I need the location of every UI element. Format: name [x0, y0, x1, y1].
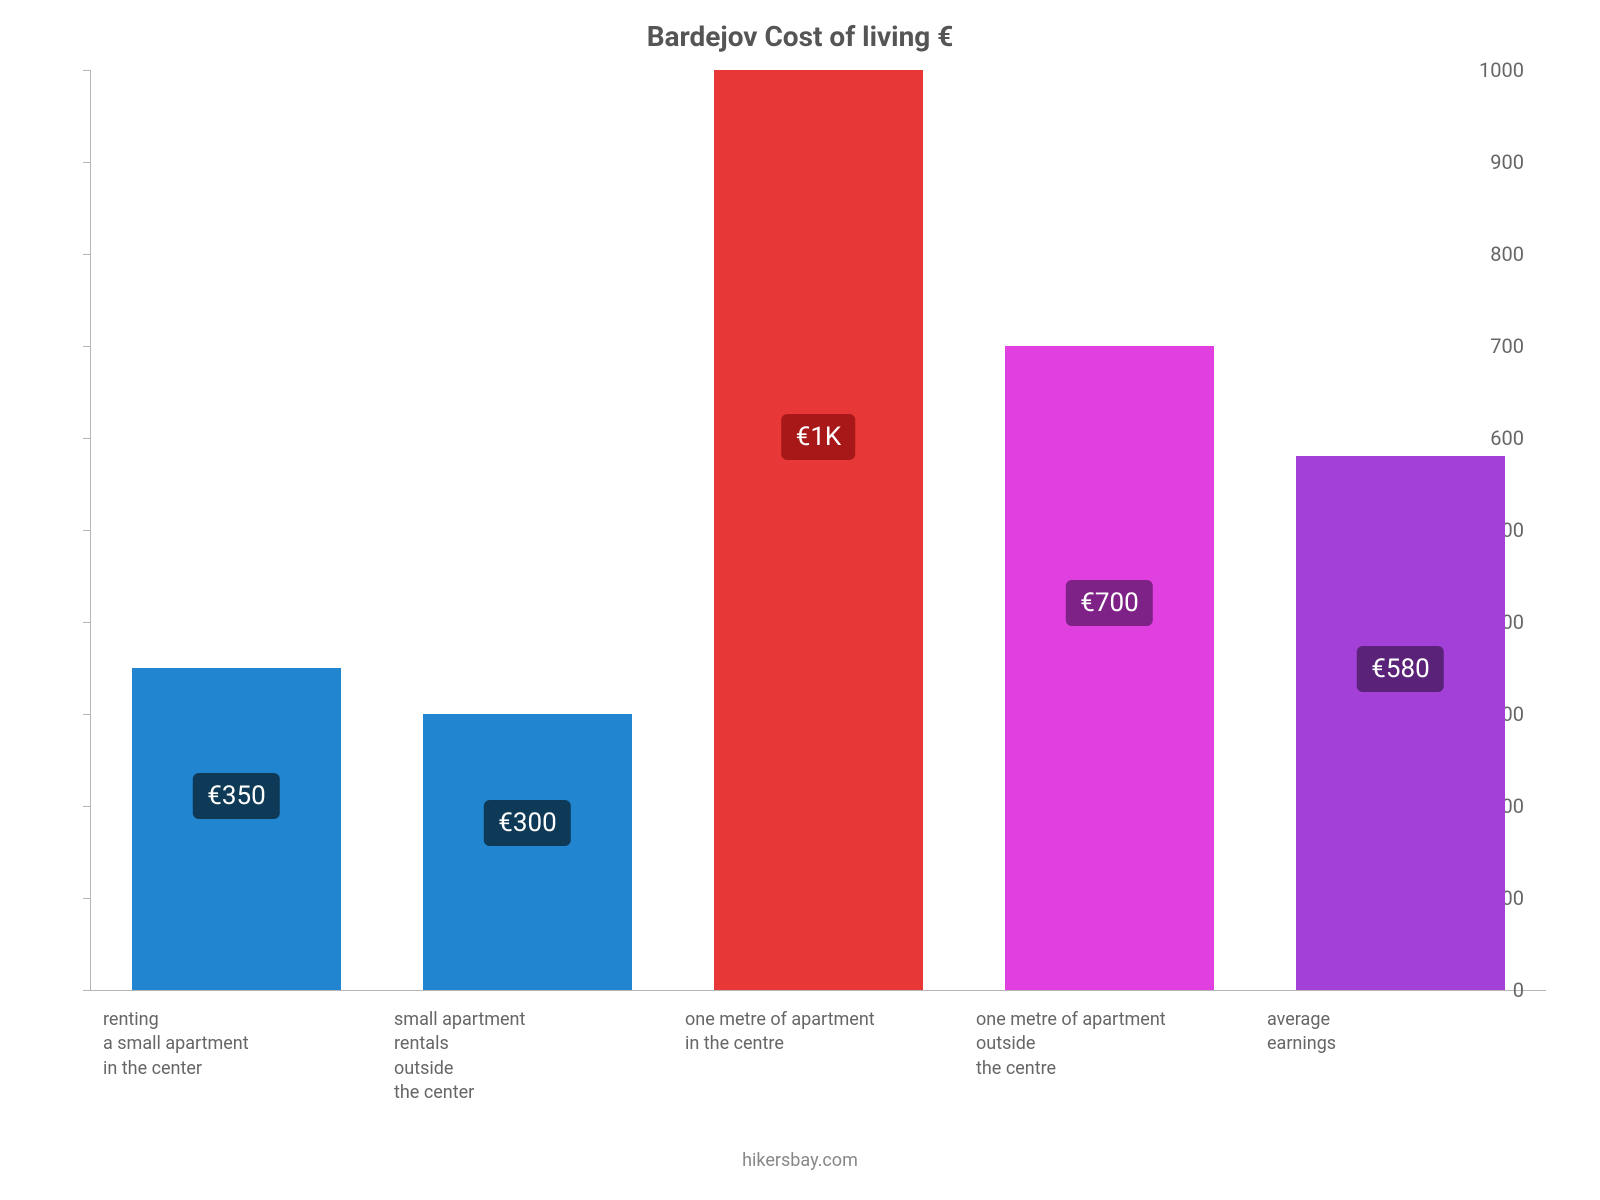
y-tick-mark — [83, 714, 91, 715]
y-tick-label: 800 — [1490, 242, 1524, 266]
y-tick-mark — [83, 70, 91, 71]
bar: €300 — [423, 714, 633, 990]
y-tick-mark — [83, 530, 91, 531]
x-axis-label: one metre of apartment in the centre — [685, 990, 964, 1057]
chart-container: Bardejov Cost of living € 01002003004005… — [0, 0, 1600, 1200]
value-badge: €1K — [782, 414, 856, 460]
bar: €1K — [714, 70, 924, 990]
chart-title: Bardejov Cost of living € — [0, 20, 1600, 53]
y-tick-label: 900 — [1490, 150, 1524, 174]
y-tick-mark — [83, 806, 91, 807]
y-tick-mark — [83, 898, 91, 899]
x-axis-label: average earnings — [1267, 990, 1546, 1057]
y-tick-mark — [83, 254, 91, 255]
y-tick-mark — [83, 622, 91, 623]
value-badge: €580 — [1357, 646, 1443, 692]
value-badge: €350 — [193, 773, 279, 819]
y-tick-label: 600 — [1490, 426, 1524, 450]
value-badge: €300 — [484, 800, 570, 846]
x-axis-label: small apartment rentals outside the cent… — [394, 990, 673, 1105]
chart-footer: hikersbay.com — [0, 1150, 1600, 1171]
y-tick-mark — [83, 162, 91, 163]
y-tick-mark — [83, 346, 91, 347]
plot-area: 01002003004005006007008009001000€350rent… — [90, 70, 1546, 991]
y-tick-label: 700 — [1490, 334, 1524, 358]
x-axis-label: one metre of apartment outside the centr… — [976, 990, 1255, 1081]
x-axis-label: renting a small apartment in the center — [103, 990, 382, 1081]
y-tick-mark — [83, 438, 91, 439]
bar: €700 — [1005, 346, 1215, 990]
bar: €350 — [132, 668, 342, 990]
bar: €580 — [1296, 456, 1506, 990]
y-tick-label: 1000 — [1479, 58, 1524, 82]
value-badge: €700 — [1066, 580, 1152, 626]
y-tick-mark — [83, 990, 91, 991]
